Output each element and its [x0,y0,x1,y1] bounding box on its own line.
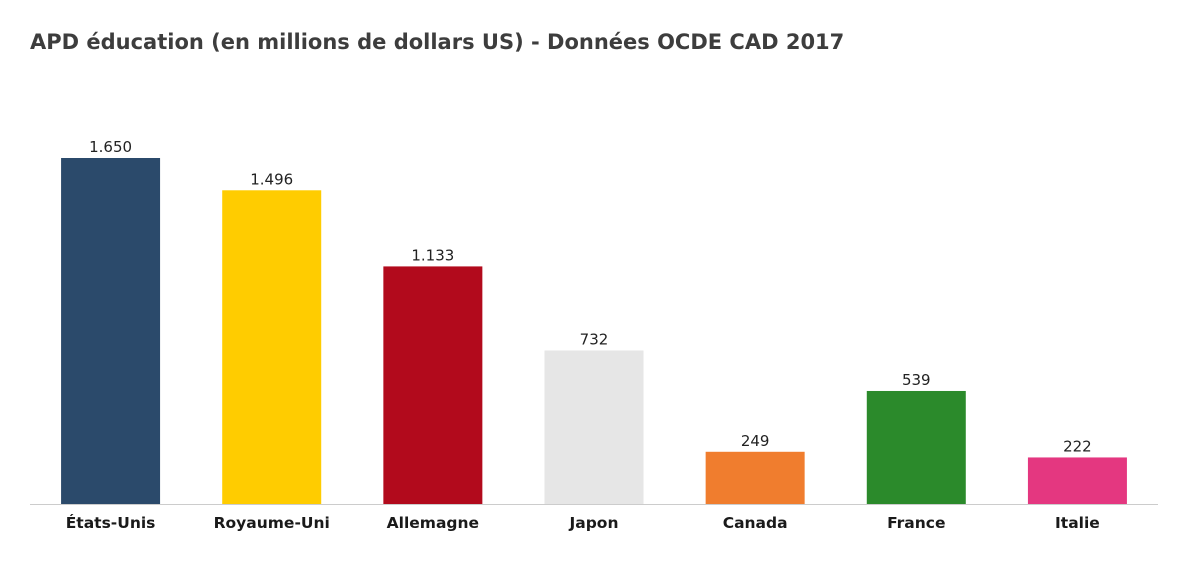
bar-3 [544,350,644,504]
category-labels-group: États-Unis Royaume-Uni Allemagne Japon Canad… [66,513,1100,532]
value-labels-group: 1.650 1.496 1.133 732 249 539 222 [89,138,1092,455]
value-label-1: 1.496 [250,170,293,188]
bar-4 [705,451,805,504]
category-label-4: Canada [723,514,788,532]
bar-5 [866,390,966,504]
category-label-2: Allemagne [387,514,479,532]
value-label-5: 539 [902,371,931,389]
value-label-6: 222 [1063,437,1092,455]
bar-0 [61,158,161,504]
category-label-1: Royaume-Uni [214,514,330,532]
bar-1 [222,190,322,504]
bars-group [61,158,1127,504]
chart-title: APD éducation (en millions de dollars US… [30,30,845,54]
bar-2 [383,266,483,504]
value-label-3: 732 [580,331,609,349]
category-label-5: France [887,514,945,532]
category-label-0: États-Unis [66,513,156,532]
bar-6 [1027,457,1127,504]
category-label-3: Japon [568,514,618,532]
category-label-6: Italie [1055,514,1100,532]
value-label-2: 1.133 [411,246,454,264]
value-label-4: 249 [741,432,770,450]
value-label-0: 1.650 [89,138,132,156]
